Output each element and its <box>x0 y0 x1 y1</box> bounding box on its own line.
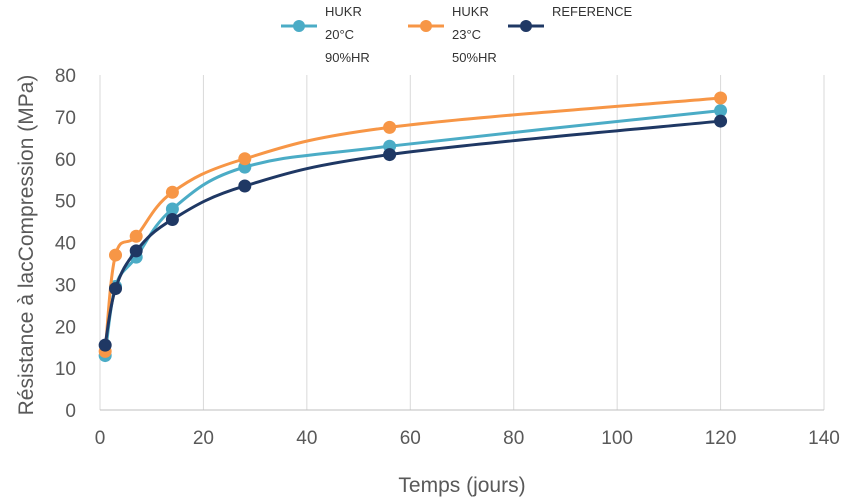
data-point <box>714 91 728 105</box>
data-point <box>238 152 252 166</box>
x-tick-label: 40 <box>296 428 317 449</box>
data-point <box>714 114 728 128</box>
data-point <box>383 148 397 162</box>
data-point <box>383 120 397 134</box>
series-2 <box>98 91 728 358</box>
data-point <box>98 338 112 352</box>
legend-label: HUKR <box>452 4 489 19</box>
series-line <box>103 96 721 352</box>
x-axis-ticks: 0 20 40 60 80 100 120 140 <box>95 428 840 449</box>
y-axis-title: Résistance à lacCompression (MPa) <box>15 75 38 416</box>
data-point <box>165 185 179 199</box>
data-point <box>714 104 728 118</box>
x-tick-label: 80 <box>503 428 524 449</box>
y-tick-label: 10 <box>55 359 76 380</box>
series-line <box>103 109 721 356</box>
x-tick-label: 100 <box>601 428 633 449</box>
y-tick-label: 50 <box>55 192 76 213</box>
data-point <box>109 248 123 262</box>
legend-label: 90%HR <box>325 50 370 65</box>
y-tick-label: 80 <box>55 66 76 87</box>
series-line <box>103 119 721 346</box>
legend-label: HUKR <box>325 4 362 19</box>
legend: HUKR 20°C 90%HR HUKR 23°C 50%HR REFERENCE <box>281 4 633 65</box>
legend-label: REFERENCE <box>552 4 633 19</box>
legend-entry-2: HUKR 23°C 50%HR <box>408 4 497 65</box>
series-1 <box>98 104 728 363</box>
legend-label: 20°C <box>325 27 354 42</box>
data-point <box>129 244 143 258</box>
legend-marker <box>520 20 532 32</box>
y-tick-label: 30 <box>55 275 76 296</box>
legend-label: 23°C <box>452 27 481 42</box>
y-tick-label: 40 <box>55 234 76 255</box>
x-tick-label: 140 <box>808 428 840 449</box>
y-tick-label: 60 <box>55 150 76 171</box>
x-axis-title: Temps (jours) <box>398 474 525 497</box>
axes <box>99 75 824 411</box>
legend-entry-3: REFERENCE <box>508 4 633 32</box>
data-point <box>165 202 179 216</box>
data-point <box>129 229 143 243</box>
y-tick-label: 0 <box>65 401 76 422</box>
y-tick-label: 70 <box>55 108 76 129</box>
data-point <box>165 212 179 226</box>
y-axis-ticks: 0 10 20 30 40 50 60 70 80 <box>55 66 76 422</box>
x-tick-label: 0 <box>95 428 106 449</box>
legend-marker <box>420 20 432 32</box>
data-point <box>109 282 123 296</box>
legend-marker <box>293 20 305 32</box>
legend-entry-1: HUKR 20°C 90%HR <box>281 4 370 65</box>
x-tick-label: 60 <box>400 428 421 449</box>
legend-label: 50%HR <box>452 50 497 65</box>
y-tick-label: 20 <box>55 317 76 338</box>
x-tick-label: 120 <box>705 428 737 449</box>
series-group <box>98 91 728 363</box>
data-point <box>238 179 252 193</box>
gridlines <box>202 75 825 410</box>
x-tick-label: 20 <box>193 428 214 449</box>
series-3 <box>98 114 728 352</box>
